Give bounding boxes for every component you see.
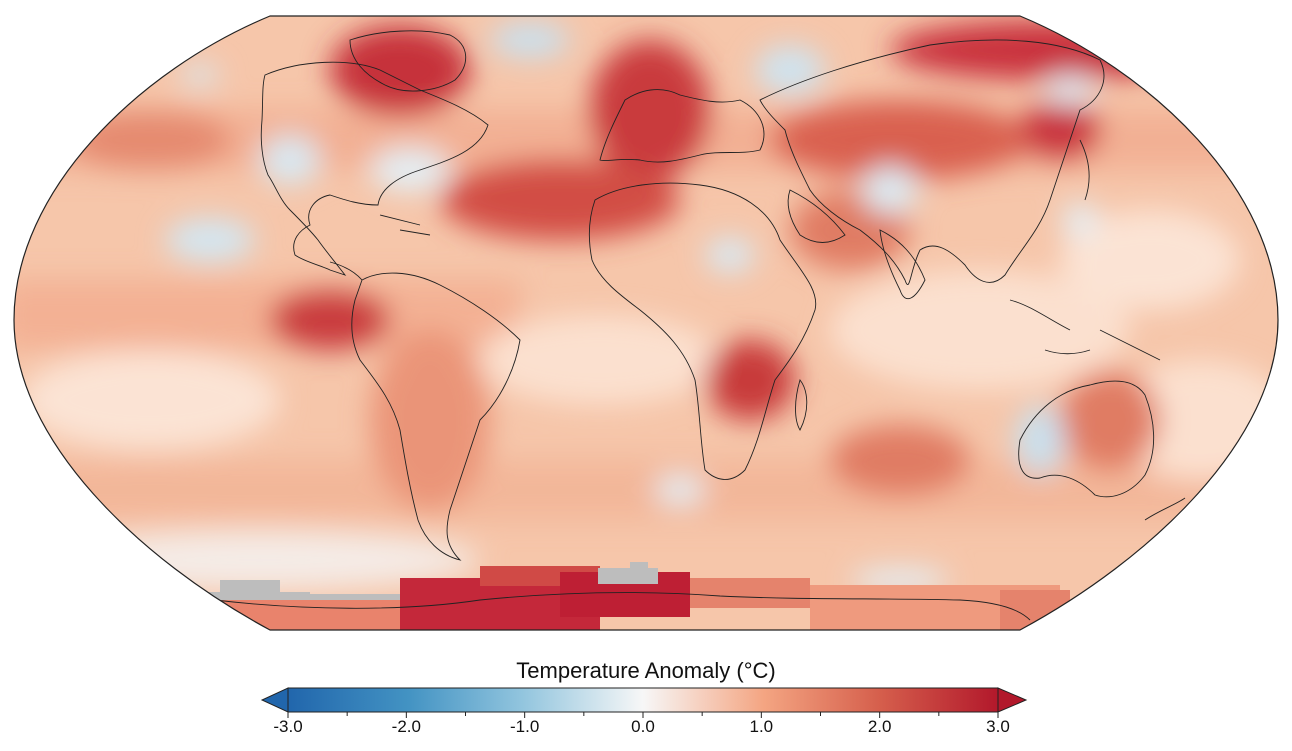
colorbar-tick-label: -3.0 [273, 717, 303, 736]
coastlines [214, 30, 1186, 621]
colorbar-extend-high [997, 687, 1028, 713]
world-anomaly-map [13, 15, 1279, 631]
colorbar-tick-label: -1.0 [510, 717, 540, 736]
anomaly-field [14, 16, 1278, 630]
colorbar: Temperature Anomaly (°C) -3.0 -2.0 -1.0 0.0… [0, 640, 1292, 751]
colorbar-tick-label: 2.0 [867, 717, 892, 736]
colorbar-extend-low [260, 687, 289, 713]
colorbar-title: Temperature Anomaly (°C) [516, 658, 776, 683]
map-frame [13, 15, 1279, 631]
colorbar-gradient [287, 687, 999, 713]
colorbar-graphic [260, 687, 1028, 718]
colorbar-tick-label: 3.0 [986, 717, 1010, 736]
colorbar-tick-label: -2.0 [391, 717, 421, 736]
colorbar-tick-label: 0.0 [631, 717, 655, 736]
colorbar-tick-label: 1.0 [749, 717, 774, 736]
